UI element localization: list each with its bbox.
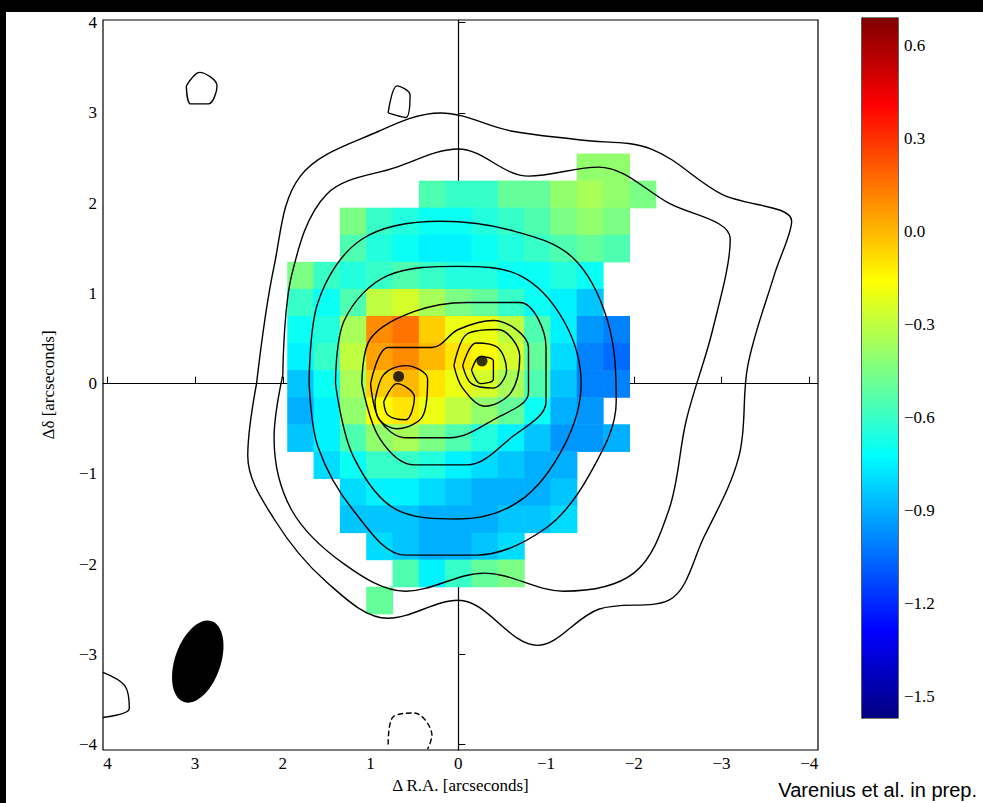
svg-text:−1.5: −1.5: [904, 687, 935, 706]
svg-text:Δ R.A. [arcseconds]: Δ R.A. [arcseconds]: [392, 776, 529, 795]
svg-text:4: 4: [89, 13, 98, 32]
svg-text:0.3: 0.3: [904, 129, 925, 148]
svg-text:−4: −4: [79, 735, 98, 754]
svg-text:1: 1: [89, 284, 98, 303]
svg-text:−0.9: −0.9: [904, 501, 935, 520]
svg-text:0.6: 0.6: [904, 36, 925, 55]
svg-text:3: 3: [89, 103, 98, 122]
svg-text:Δδ [arcseconds]: Δδ [arcseconds]: [39, 330, 58, 439]
svg-text:2: 2: [279, 754, 288, 773]
svg-text:−3: −3: [712, 754, 730, 773]
svg-text:−1: −1: [79, 464, 97, 483]
svg-text:2: 2: [89, 194, 98, 213]
svg-text:−0.6: −0.6: [904, 408, 935, 427]
svg-text:−0.3: −0.3: [904, 315, 935, 334]
svg-text:−3: −3: [79, 645, 97, 664]
svg-text:4: 4: [103, 754, 112, 773]
svg-text:1: 1: [366, 754, 375, 773]
svg-text:0: 0: [454, 754, 463, 773]
svg-text:−1.2: −1.2: [904, 594, 935, 613]
svg-text:−1: −1: [537, 754, 555, 773]
svg-text:3: 3: [191, 754, 200, 773]
svg-text:0: 0: [89, 374, 98, 393]
svg-text:Varenius et al. in prep.: Varenius et al. in prep.: [778, 779, 977, 801]
svg-text:0.0: 0.0: [904, 222, 925, 241]
svg-text:−2: −2: [79, 555, 97, 574]
svg-text:−4: −4: [800, 754, 819, 773]
svg-text:−2: −2: [625, 754, 643, 773]
